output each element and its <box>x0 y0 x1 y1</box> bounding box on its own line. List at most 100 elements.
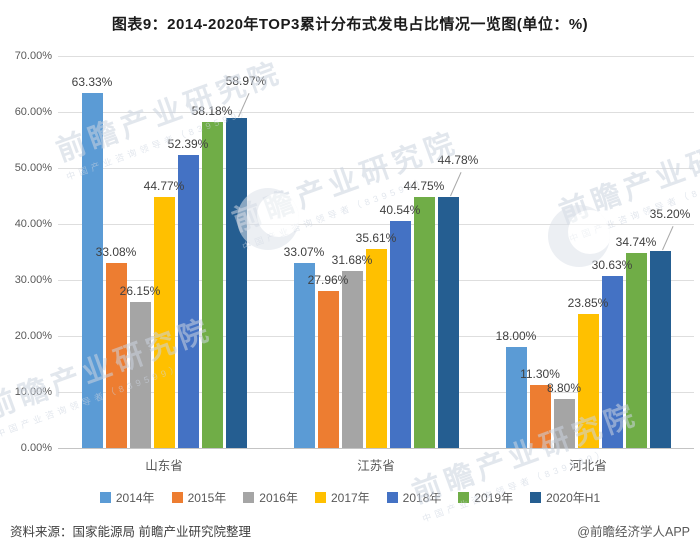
legend-label: 2019年 <box>474 491 514 505</box>
bar-value-label: 8.80% <box>546 380 582 395</box>
legend-label: 2016年 <box>259 491 298 505</box>
legend: 2014年 2015年 2016年 2017年 2018年 2019年 2020年H1 <box>0 489 700 506</box>
bar-value-label: 52.39% <box>167 136 209 151</box>
legend-item: 2020年H1 <box>530 489 600 506</box>
legend-label: 2014年 <box>115 491 155 505</box>
bar-slot: 44.75% <box>404 56 444 448</box>
bar-group: 33.07% 27.96% 31.68% 35.61% 40.54% 44.75% 44.7… <box>270 56 482 448</box>
gridline <box>58 56 694 57</box>
bar-value-label: 63.33% <box>71 75 113 90</box>
bar-value-label: 27.96% <box>307 273 349 288</box>
legend-swatch-icon <box>171 492 183 503</box>
bar-value-label: 58.18% <box>191 104 233 119</box>
label-leader-line <box>662 225 674 251</box>
bar-value-label: 44.78% <box>437 153 479 168</box>
bar-slot: 33.08% <box>96 56 136 448</box>
credit-note: @前瞻经济学人APP <box>577 525 690 539</box>
bar <box>341 270 363 448</box>
bar-slot: 58.18% <box>192 56 232 448</box>
bar-value-label: 33.08% <box>95 244 137 259</box>
category-label: 河北省 <box>569 459 607 473</box>
category-label: 江苏省 <box>357 459 395 473</box>
y-tick-label: 60.00% <box>14 106 52 118</box>
bar-slot: 23.85% <box>568 56 608 448</box>
legend-item: 2016年 <box>243 489 298 506</box>
y-tick-label: 0.00% <box>20 442 52 454</box>
bar-slot: 18.00% <box>496 56 536 448</box>
legend-label: 2020年H1 <box>546 491 601 505</box>
bar <box>437 197 459 448</box>
bar <box>317 291 339 448</box>
bar <box>505 347 527 448</box>
plot-area: 63.33% 33.08% 26.15% 44.77% 52.39% 58.18% 58.9… <box>58 56 694 449</box>
source-note: 资料来源：国家能源局 前瞻产业研究院整理 <box>10 525 251 539</box>
footer: 资料来源：国家能源局 前瞻产业研究院整理 @前瞻经济学人APP <box>10 521 690 540</box>
bar <box>129 301 151 448</box>
gridline <box>58 224 694 225</box>
legend-swatch-icon <box>386 492 398 503</box>
bar <box>201 122 223 448</box>
legend-item: 2018年 <box>386 489 442 506</box>
legend-swatch-icon <box>458 492 470 503</box>
bar-slot: 27.96% <box>308 56 348 448</box>
gridline <box>58 168 694 169</box>
bar <box>529 384 551 448</box>
x-axis-line <box>58 448 694 449</box>
bar-chart: 70.00% 60.00% 50.00% 40.00% 30.00% 20.00% 10.0… <box>8 50 694 454</box>
bar <box>365 248 387 448</box>
legend-label: 2018年 <box>402 491 442 505</box>
legend-item: 2014年 <box>99 489 155 506</box>
legend-swatch-icon <box>243 492 255 503</box>
bar-slot: 35.61% <box>356 56 396 448</box>
bar-value-label: 34.74% <box>615 235 657 250</box>
legend-swatch-icon <box>99 492 111 503</box>
legend-swatch-icon <box>530 492 542 503</box>
bar-value-label: 18.00% <box>495 329 537 344</box>
y-tick-label: 50.00% <box>14 162 52 174</box>
bar-value-label: 58.97% <box>225 73 267 88</box>
bar <box>81 93 103 448</box>
bar <box>389 220 411 448</box>
bar-slot: 52.39% <box>168 56 208 448</box>
bar-slot: 11.30% <box>520 56 560 448</box>
bar-value-label: 11.30% <box>520 366 560 381</box>
bar <box>553 398 575 448</box>
bar-slot: 35.20% <box>649 56 690 448</box>
bar-value-label: 44.77% <box>143 179 185 194</box>
legend-item: 2015年 <box>171 489 227 506</box>
legend-label: 2017年 <box>330 491 370 505</box>
label-leader-line <box>238 92 250 117</box>
bar-slot: 34.74% <box>616 56 656 448</box>
bar-slot: 26.15% <box>120 56 160 448</box>
x-axis: 山东省 江苏省 河北省 <box>58 455 694 474</box>
legend-item: 2019年 <box>458 489 513 506</box>
legend-label: 2015年 <box>187 491 227 505</box>
bar-value-label: 23.85% <box>567 296 609 311</box>
bar <box>153 197 175 448</box>
legend-swatch-icon <box>314 492 326 503</box>
y-axis: 70.00% 60.00% 50.00% 40.00% 30.00% 20.00% 10.0… <box>8 50 58 454</box>
chart-title: 图表9：2014-2020年TOP3累计分布式发电占比情况一览图(单位：%) <box>111 16 589 33</box>
bar <box>177 154 199 448</box>
bar <box>413 197 435 448</box>
category-label: 山东省 <box>145 459 183 473</box>
bar-value-label: 30.63% <box>591 258 633 273</box>
bar-slot: 40.54% <box>380 56 420 448</box>
bar-slot: 44.77% <box>144 56 184 448</box>
label-leader-line <box>450 172 462 197</box>
legend-item: 2017年 <box>314 489 370 506</box>
bar-slot: 8.80% <box>547 56 581 448</box>
y-tick-label: 10.00% <box>14 386 52 398</box>
gridline <box>58 112 694 113</box>
bar <box>601 276 623 448</box>
y-tick-label: 40.00% <box>14 218 52 230</box>
bar <box>649 250 671 448</box>
bar <box>577 314 599 448</box>
bar-slot: 31.68% <box>332 56 372 448</box>
bar-value-label: 31.68% <box>331 252 373 267</box>
bar-slot: 33.07% <box>284 56 324 448</box>
bar <box>625 253 647 448</box>
bar-group: 18.00% 11.30% 8.80% 23.85% 30.63% 34.74% 35.20… <box>482 56 694 448</box>
bar <box>105 262 127 448</box>
